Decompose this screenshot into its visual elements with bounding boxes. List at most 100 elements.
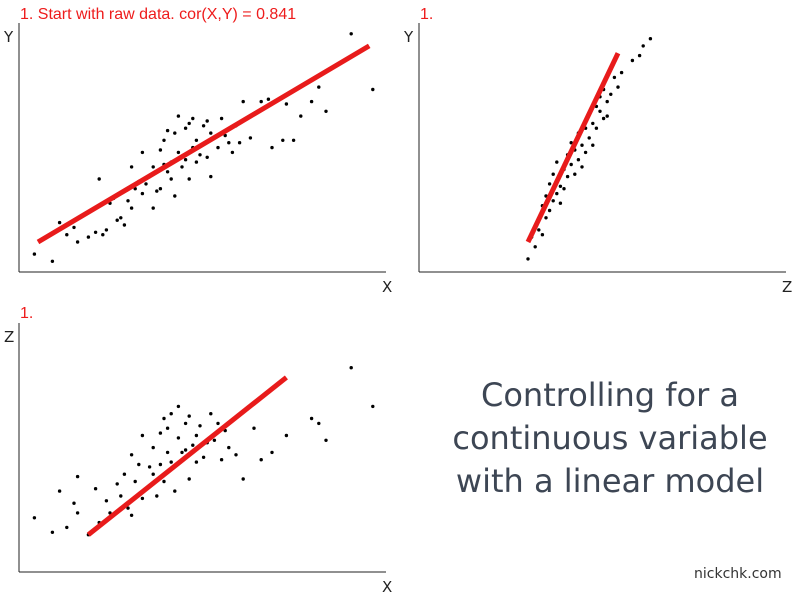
panel2-title: 1.: [420, 6, 434, 23]
data-point-6: [86, 235, 91, 239]
data-point-48: [194, 138, 199, 142]
data-point-13: [115, 218, 119, 222]
panel2-scatter-plot: [418, 23, 786, 273]
data-point-10: [104, 499, 109, 503]
data-point-70: [284, 102, 289, 106]
regression-line: [86, 375, 288, 537]
data-point-63: [324, 438, 328, 442]
data-point-18: [133, 479, 137, 484]
data-point-25: [151, 206, 155, 210]
data-point-75: [324, 109, 328, 114]
data-point-71: [291, 138, 296, 142]
data-point-2: [57, 220, 62, 225]
data-point-51: [205, 155, 209, 159]
data-point-22: [140, 150, 145, 155]
data-point-0: [32, 252, 37, 256]
data-point-8: [544, 216, 548, 220]
data-point-41: [183, 126, 188, 130]
data-point-8: [93, 487, 98, 491]
panel3-scatter-plot: [18, 323, 386, 573]
data-point-9: [547, 182, 552, 186]
data-point-32: [165, 426, 170, 430]
data-point-72: [299, 114, 303, 118]
data-point-33: [591, 121, 595, 126]
data-point-62: [237, 141, 242, 145]
data-point-74: [317, 85, 321, 89]
data-point-58: [223, 133, 227, 138]
data-point-32: [165, 170, 170, 174]
data-point-44: [194, 433, 199, 438]
data-point-39: [176, 114, 181, 118]
caption-line-1: Controlling for a: [481, 376, 739, 414]
credit-link[interactable]: nickchk.com: [694, 566, 782, 582]
data-point-60: [284, 433, 289, 438]
data-point-38: [176, 150, 181, 155]
panel2-ylabel: Y: [404, 28, 414, 46]
caption-line-3: with a linear model: [455, 462, 765, 500]
data-point-29: [158, 148, 163, 152]
panel1-xlabel: X: [382, 278, 393, 296]
data-point-15: [122, 223, 127, 227]
data-point-9: [97, 177, 101, 181]
data-point-30: [162, 479, 166, 484]
data-point-66: [259, 99, 263, 104]
caption: Controlling for a continuous variable wi…: [420, 374, 800, 503]
data-point-0: [32, 516, 37, 520]
data-point-14: [555, 160, 559, 164]
data-point-3: [65, 525, 69, 530]
data-point-40: [183, 448, 188, 452]
data-point-18: [562, 187, 566, 191]
data-point-51: [216, 421, 220, 426]
data-point-44: [612, 75, 617, 80]
data-point-60: [230, 150, 235, 155]
data-point-25: [576, 158, 581, 162]
data-point-46: [191, 116, 195, 121]
data-point-28: [158, 187, 163, 191]
data-point-77: [371, 87, 375, 92]
data-point-10: [547, 208, 552, 213]
data-point-1: [50, 530, 55, 534]
data-point-16: [129, 513, 134, 517]
data-point-52: [205, 119, 209, 123]
data-point-34: [169, 177, 173, 181]
data-point-28: [580, 165, 584, 169]
data-point-67: [266, 97, 271, 101]
data-point-10: [101, 233, 105, 237]
data-point-24: [151, 445, 155, 450]
data-point-17: [129, 206, 134, 210]
data-point-27: [155, 189, 159, 193]
data-point-50: [648, 37, 653, 41]
panel1-ylabel: Y: [4, 28, 14, 46]
data-point-20: [565, 174, 570, 179]
data-point-42: [183, 158, 188, 162]
data-point-58: [259, 458, 263, 462]
data-point-47: [201, 455, 206, 459]
regression-line: [36, 43, 371, 245]
data-point-7: [93, 230, 98, 234]
data-point-4: [537, 228, 541, 232]
data-point-49: [209, 412, 213, 416]
data-point-23: [144, 182, 148, 186]
data-point-13: [555, 191, 559, 196]
data-point-12: [551, 172, 555, 176]
data-point-55: [234, 453, 238, 457]
data-point-42: [187, 477, 191, 481]
data-point-46: [619, 70, 624, 75]
data-point-31: [165, 450, 170, 455]
panel3-title: 1.: [20, 305, 34, 322]
data-point-14: [119, 216, 123, 220]
data-point-76: [349, 32, 353, 36]
data-point-14: [122, 472, 127, 476]
data-point-41: [187, 414, 191, 418]
data-point-40: [180, 165, 184, 169]
data-point-15: [126, 506, 130, 510]
data-point-64: [349, 366, 353, 370]
data-point-39: [183, 421, 188, 426]
data-point-22: [569, 141, 573, 145]
data-point-33: [169, 460, 173, 464]
data-point-59: [270, 450, 274, 455]
data-point-23: [147, 465, 152, 469]
data-point-39: [601, 116, 606, 121]
data-point-49: [198, 153, 202, 157]
data-point-3: [65, 233, 69, 237]
